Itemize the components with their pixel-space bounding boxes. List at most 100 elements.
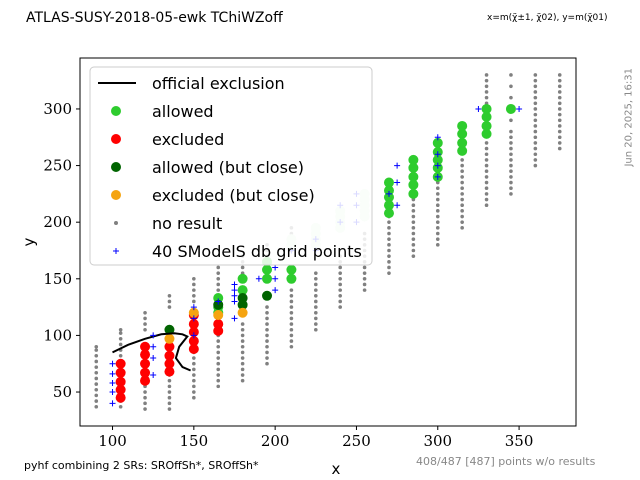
grid-point-marker (150, 355, 157, 362)
no-result-point (509, 158, 513, 162)
no-result-point (314, 277, 318, 281)
no-result-point (411, 220, 416, 224)
no-result-point (192, 299, 196, 304)
excluded-point (140, 349, 151, 360)
excluded-close-point (237, 307, 248, 318)
grid-point-marker (394, 162, 401, 169)
no-result-point (557, 118, 562, 123)
allowed-point (432, 154, 443, 165)
no-result-point (533, 135, 538, 140)
no-result-point (143, 390, 147, 394)
no-result-point (533, 95, 538, 100)
no-result-point (118, 342, 123, 347)
no-result-point (192, 293, 196, 298)
no-result-point (484, 84, 489, 89)
no-result-point (192, 367, 196, 372)
no-result-point (557, 129, 562, 134)
x-axis-label: x (332, 460, 341, 478)
grid-point-marker (231, 298, 238, 305)
no-result-point (435, 197, 440, 202)
allowed-point (383, 177, 394, 188)
combination-note: pyhf combining 2 SRs: SROffSh*, SROffSh* (24, 459, 259, 472)
no-result-point (167, 305, 172, 309)
allowed-point (481, 120, 492, 131)
excluded-close-point (213, 310, 224, 321)
x-tick-label: 150 (180, 432, 209, 450)
no-result-point (240, 378, 245, 383)
no-result-point (118, 337, 123, 341)
no-result-point (314, 293, 318, 298)
no-result-point (216, 282, 221, 287)
allowed-point (408, 154, 419, 165)
y-tick-label: 100 (43, 326, 72, 344)
no-result-point (216, 350, 221, 355)
no-result-point (192, 390, 196, 394)
grid-points-layer (109, 105, 523, 407)
legend-dot-marker (111, 134, 121, 144)
no-result-point (411, 237, 416, 241)
legend: official exclusion allowed excluded allowed… (89, 66, 373, 266)
grid-point-marker (516, 105, 523, 112)
legend-dot-marker (111, 162, 121, 172)
no-result-point (460, 169, 464, 174)
no-result-point (533, 101, 538, 106)
official-exclusion-line (112, 332, 191, 372)
y-tick-label: 150 (43, 270, 72, 288)
no-result-point (143, 316, 147, 321)
excluded-point (164, 341, 175, 352)
excluded-point (140, 341, 151, 352)
no-result-point (557, 135, 562, 140)
no-result-point (387, 254, 391, 258)
excluded-point (188, 344, 199, 355)
no-result-point (484, 158, 489, 162)
no-result-point (118, 353, 123, 358)
no-result-point (484, 169, 489, 174)
allowed-close-point (262, 290, 273, 301)
no-result-point (118, 327, 123, 332)
no-result-point (240, 350, 245, 355)
no-result-point (265, 322, 269, 326)
allowed-point (457, 128, 468, 139)
allowed-point (432, 137, 443, 148)
no-result-point (240, 327, 245, 332)
grid-point-marker (109, 370, 116, 377)
allowed-point (457, 137, 468, 148)
no-result-point (314, 322, 318, 326)
excluded-point (115, 376, 126, 387)
no-result-point (484, 192, 489, 196)
allowed-point (286, 264, 297, 275)
no-result-point (240, 322, 245, 326)
no-result-point (167, 293, 172, 298)
grid-point-marker (434, 134, 441, 141)
no-result-point (460, 158, 464, 162)
no-result-point (460, 180, 464, 185)
no-result-point (167, 390, 172, 394)
y-tick-label: 50 (53, 383, 72, 401)
excluded-point (213, 325, 224, 336)
no-result-point (265, 361, 269, 366)
no-result-point (509, 192, 513, 196)
no-result-point (509, 141, 513, 145)
grid-point-marker (231, 281, 238, 288)
no-result-point (435, 209, 440, 213)
grid-point-marker (394, 202, 401, 209)
no-result-point (460, 186, 464, 191)
no-result-point (192, 277, 196, 281)
no-result-point (216, 367, 221, 372)
grid-point-marker (385, 190, 392, 197)
grid-point-marker (109, 379, 116, 386)
legend-small-dot-marker (114, 221, 118, 225)
legend-label: allowed (but close) (152, 158, 304, 177)
legend-dot-marker (111, 190, 121, 200)
no-result-point (143, 407, 147, 411)
no-result-point (460, 209, 464, 213)
no-result-point (484, 203, 489, 207)
no-result-point (240, 265, 245, 270)
no-result-point (509, 180, 513, 185)
no-result-point (533, 78, 538, 83)
excluded-point (188, 336, 199, 347)
allowed-point (262, 264, 273, 275)
x-tick-label: 300 (423, 432, 452, 450)
grid-point-marker (215, 298, 222, 305)
